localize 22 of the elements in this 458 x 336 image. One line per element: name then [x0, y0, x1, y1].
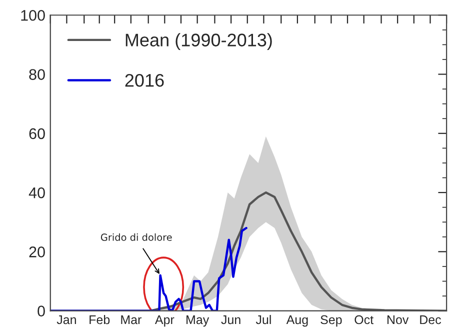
legend-label: Mean (1990-2013) — [126, 33, 272, 50]
y-tick-label: 20 — [29, 246, 45, 258]
y-tick-label: 60 — [29, 128, 45, 140]
x-tick-label: Apr — [154, 315, 174, 327]
y-tick-label: 0 — [38, 306, 45, 316]
legend-label: 2016 — [125, 74, 164, 87]
x-tick-label: Oct — [354, 315, 374, 324]
x-tick-label: Feb — [90, 314, 110, 324]
x-tick-label: Jul — [256, 314, 271, 324]
y-tick-label: 100 — [21, 10, 45, 21]
x-tick-label: Aug — [286, 315, 308, 327]
y-tick-label: 80 — [29, 69, 45, 80]
x-tick-label: May — [186, 315, 210, 327]
x-tick-label: Dec — [420, 315, 442, 324]
x-tick-label: Nov — [387, 315, 409, 324]
line-series — [50, 226, 248, 311]
x-tick-label: Jun — [221, 315, 240, 324]
x-tick-label: Sep — [320, 315, 342, 327]
x-tick-label: Mar — [121, 315, 142, 324]
annotation: Grido di dolore — [100, 233, 172, 241]
y-tick-label: 40 — [28, 187, 45, 198]
x-tick-label: Jan — [56, 315, 76, 324]
